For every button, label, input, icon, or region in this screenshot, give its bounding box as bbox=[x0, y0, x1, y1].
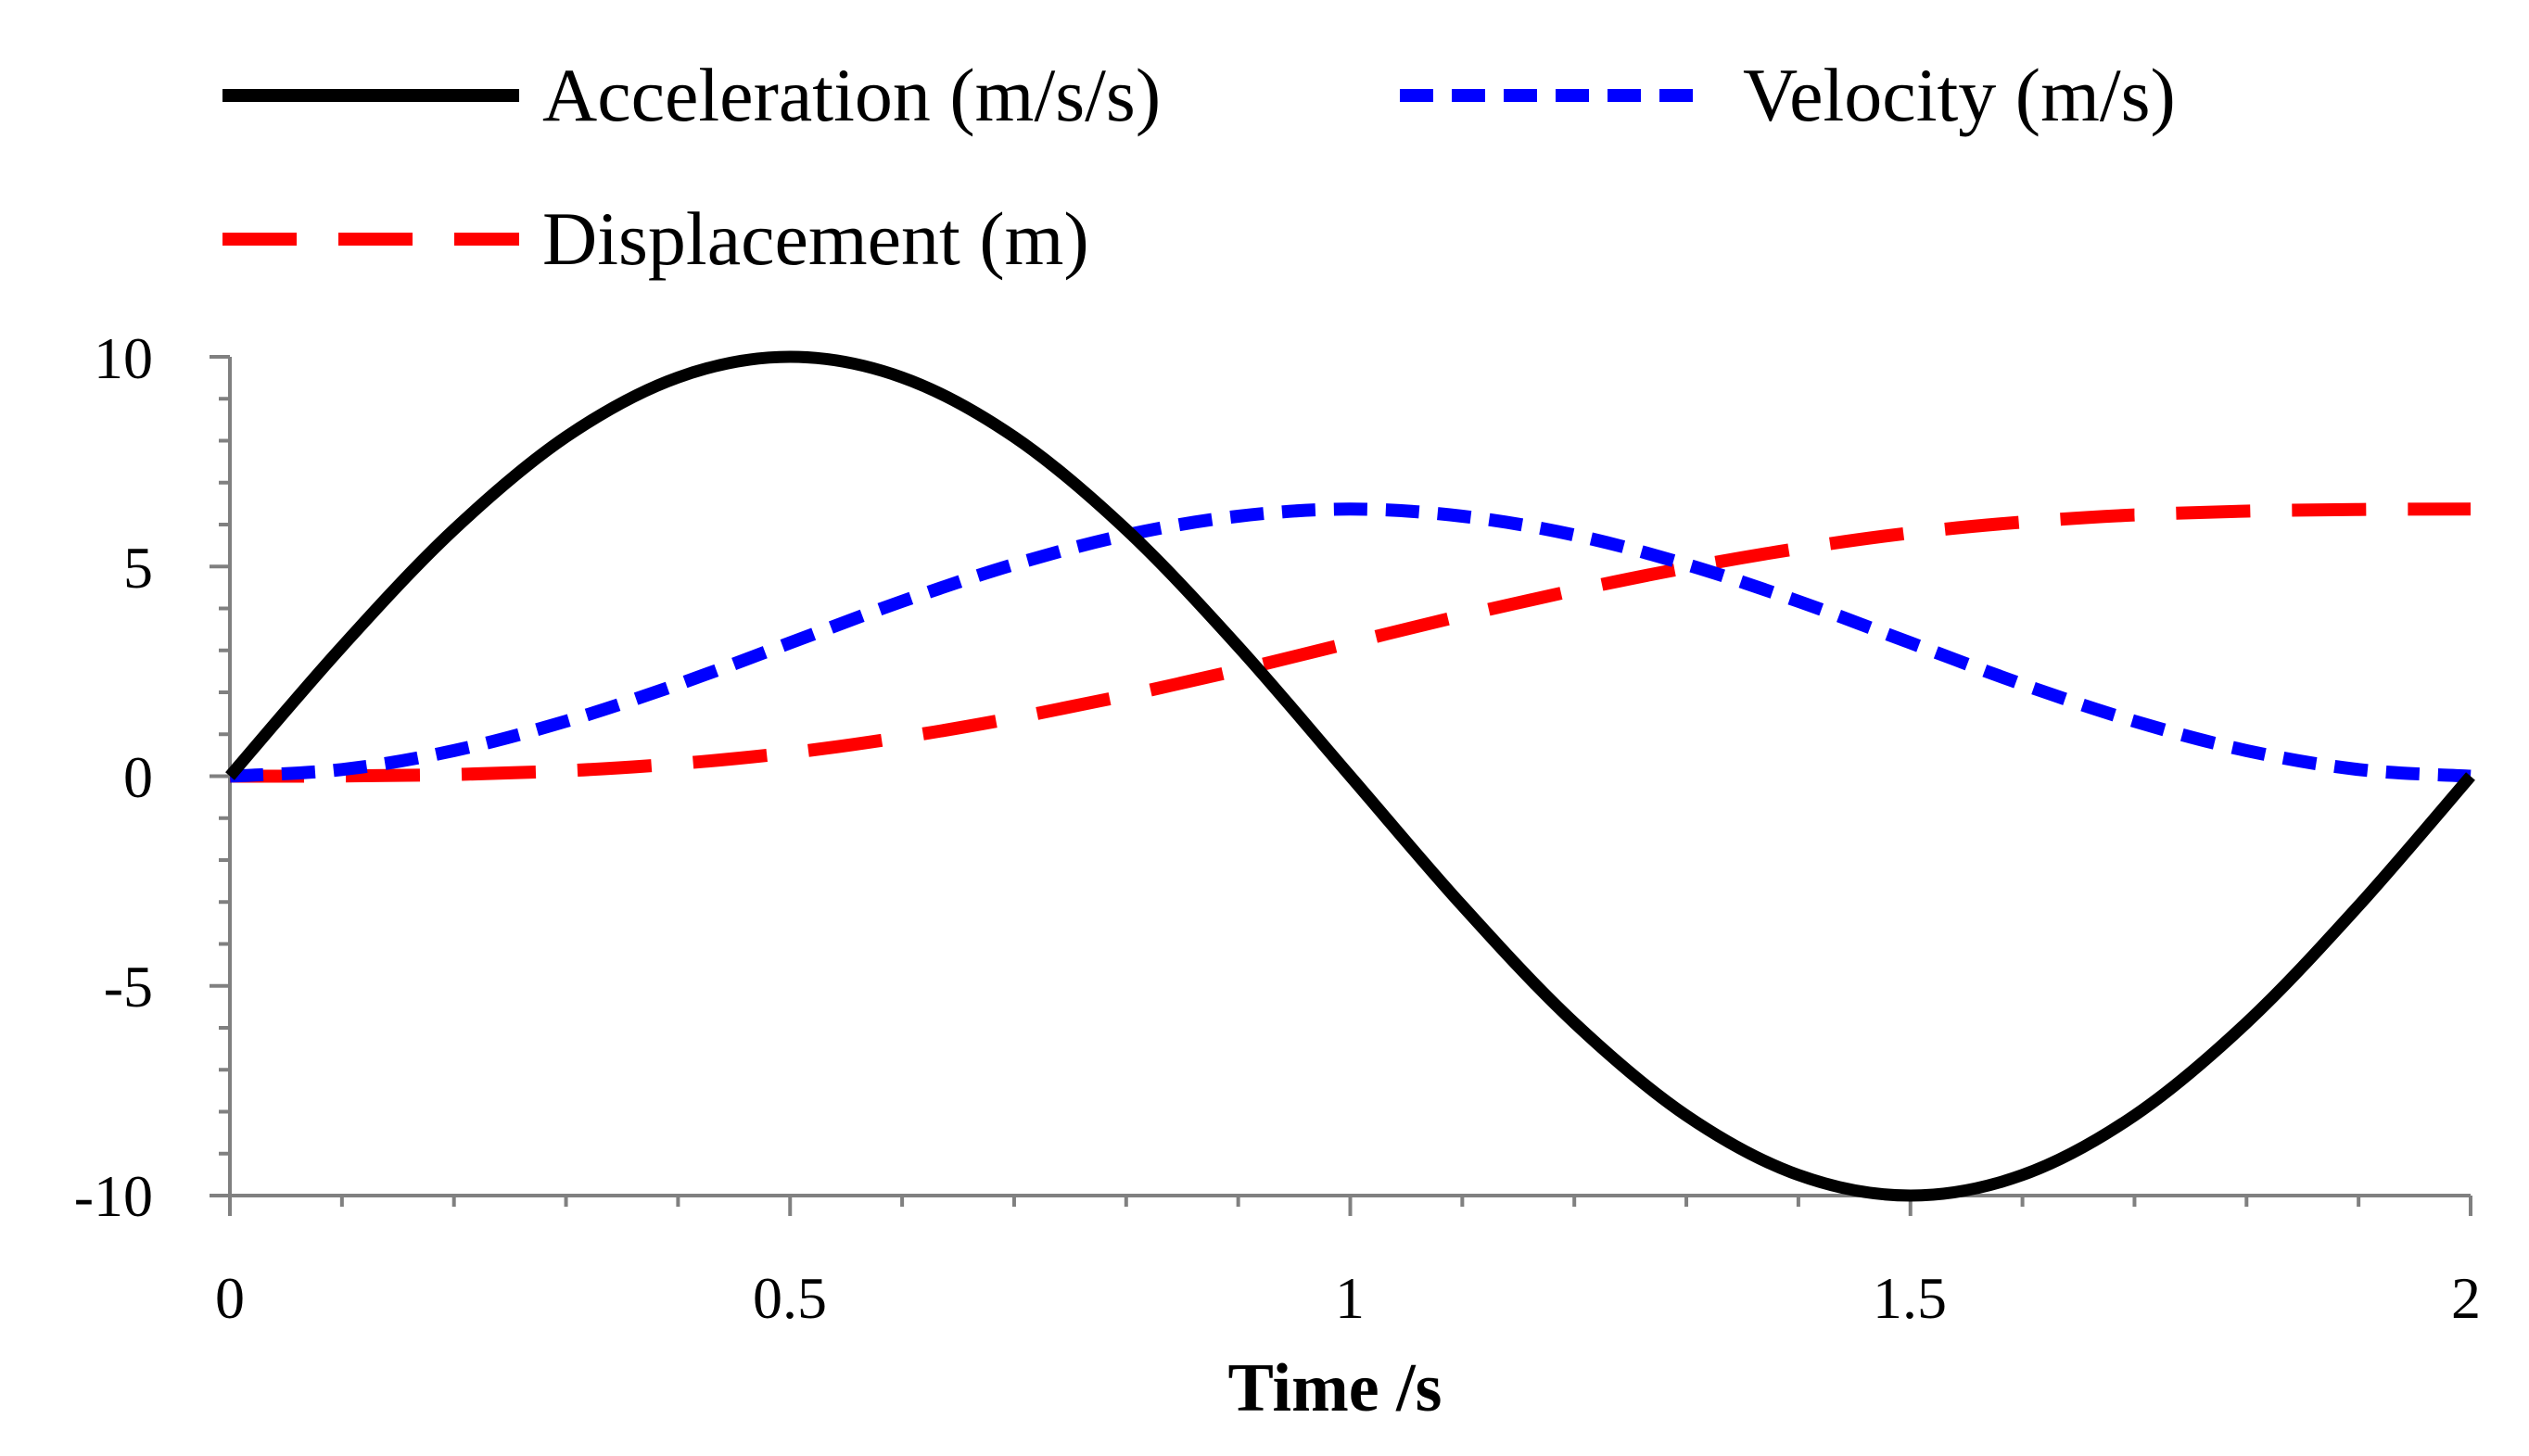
x-tick-label: 1 bbox=[1335, 1265, 1365, 1331]
legend-item-velocity: Velocity (m/s) bbox=[1400, 53, 2176, 137]
y-tick-label: -10 bbox=[74, 1163, 153, 1229]
legend: Acceleration (m/s/s) Velocity (m/s) Disp… bbox=[222, 53, 2176, 281]
series-line-acceleration bbox=[225, 350, 2475, 1202]
series-group bbox=[225, 350, 2475, 1202]
series-line-displacement bbox=[229, 502, 2472, 783]
y-tick-label: -5 bbox=[104, 954, 153, 1019]
x-axis-title: Time /s bbox=[1228, 1350, 1442, 1426]
y-minor-ticks bbox=[210, 355, 230, 1197]
axes bbox=[210, 355, 2472, 1216]
y-tick-label: 0 bbox=[123, 744, 153, 810]
legend-label-displacement: Displacement (m) bbox=[542, 196, 1089, 281]
x-tick-label: 0 bbox=[215, 1265, 245, 1331]
x-tick-label: 2 bbox=[2451, 1265, 2481, 1331]
legend-label-acceleration: Acceleration (m/s/s) bbox=[542, 53, 1161, 137]
legend-label-velocity: Velocity (m/s) bbox=[1743, 53, 2176, 137]
y-tick-labels: 10 5 0 -5 -10 bbox=[74, 325, 153, 1229]
x-tick-label: 1.5 bbox=[1873, 1265, 1947, 1331]
x-tick-label: 0.5 bbox=[753, 1265, 827, 1331]
legend-item-displacement: Displacement (m) bbox=[222, 196, 1089, 281]
series-line-velocity bbox=[229, 502, 2472, 783]
legend-item-acceleration: Acceleration (m/s/s) bbox=[222, 53, 1161, 137]
x-tick-labels: 0 0.5 1 1.5 2 bbox=[215, 1265, 2481, 1331]
y-tick-label: 5 bbox=[123, 535, 153, 601]
x-minor-ticks bbox=[228, 1196, 2472, 1216]
y-tick-label: 10 bbox=[94, 325, 153, 391]
